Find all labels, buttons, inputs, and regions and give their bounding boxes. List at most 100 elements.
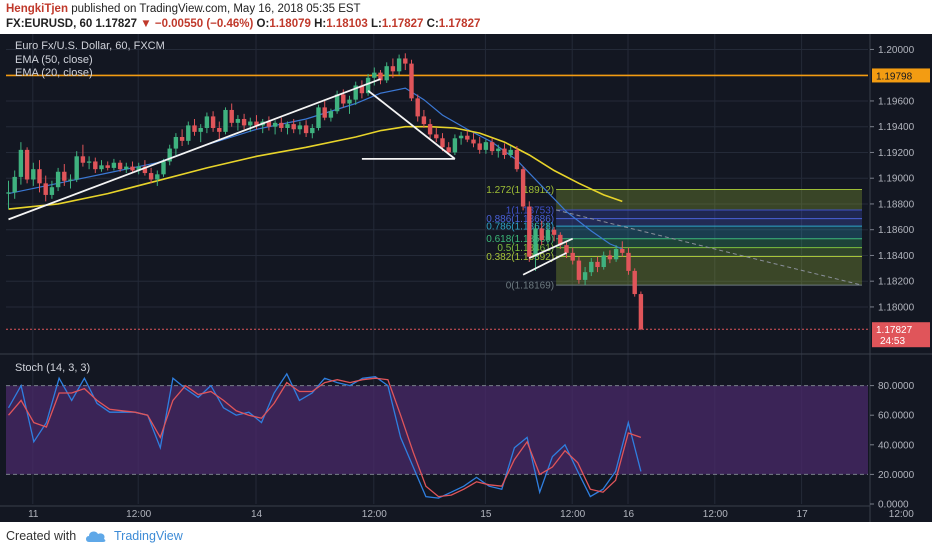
- publish-header: HengkiTjen published on TradingView.com,…: [0, 0, 932, 34]
- candle-body: [291, 124, 296, 130]
- candle-body: [365, 77, 371, 94]
- stoch-tick-label: 40.0000: [878, 440, 915, 451]
- candle-body: [99, 165, 104, 170]
- price-tick-label: 1.18400: [878, 251, 915, 262]
- trendline-neckline: [367, 89, 456, 160]
- last-price: 1.17827: [95, 18, 138, 30]
- fib-level-label: 0(1.18169): [506, 281, 554, 292]
- candle-body: [632, 270, 637, 295]
- chart-area[interactable]: 1.272(1.18912)1(1.18753)0.886(1.18686)0.…: [0, 34, 932, 522]
- candle-body: [124, 166, 129, 170]
- candle-body: [93, 161, 98, 170]
- high-label: H:: [314, 18, 327, 30]
- fib-zone: [556, 238, 862, 248]
- candle-body: [378, 72, 383, 81]
- candle-body: [24, 149, 30, 180]
- candle-body: [353, 85, 358, 100]
- candle-body: [576, 260, 582, 280]
- stoch-tick-label: 20.0000: [878, 470, 915, 481]
- stoch-label[interactable]: Stoch (14, 3, 3): [15, 362, 91, 374]
- fib-zone: [556, 247, 862, 257]
- stoch-k-line: [7, 372, 642, 499]
- fib-level-label: 0.618(1.18530): [486, 234, 554, 245]
- legend-ema50[interactable]: EMA (50, close): [15, 53, 93, 66]
- candle-body: [620, 249, 625, 253]
- candle-body: [607, 255, 613, 260]
- trendline-flag-upper: [528, 237, 574, 259]
- candle-body: [446, 147, 451, 153]
- trendline-uptrend: [8, 78, 381, 221]
- time-tick-label: 12:00: [362, 509, 387, 520]
- candle-body: [477, 143, 482, 150]
- price-change: −0.00550 (−0.46%): [154, 18, 254, 30]
- candle-body: [49, 187, 55, 195]
- candle-body: [80, 156, 86, 163]
- price-tick-label: 1.18200: [878, 277, 915, 288]
- candle-body: [303, 125, 309, 134]
- candle-body: [279, 122, 284, 128]
- open-value: 1.18079: [269, 18, 311, 30]
- candle-body: [533, 228, 538, 257]
- candle-body: [130, 166, 135, 171]
- candle-body: [117, 162, 123, 170]
- candle-body: [148, 173, 154, 180]
- candle-body: [248, 121, 253, 126]
- candle-body: [198, 127, 203, 132]
- candle-body: [55, 171, 61, 188]
- candle-body: [285, 124, 290, 128]
- candle-body: [440, 138, 445, 148]
- candle-body: [142, 166, 148, 174]
- candle-body: [384, 66, 389, 81]
- symbol-line: FX:EURUSD, 60 1.17827 ▼ −0.00550 (−0.46%…: [6, 17, 480, 32]
- candle-body: [483, 142, 489, 150]
- candle-body: [322, 107, 327, 118]
- candle-body: [310, 127, 315, 134]
- fib-zone: [556, 218, 862, 227]
- fib-zone: [556, 256, 862, 286]
- candle-body: [471, 139, 476, 144]
- candle-body: [86, 161, 92, 163]
- stoch-band: [6, 385, 868, 475]
- tradingview-brand[interactable]: TradingView: [114, 529, 183, 543]
- fib-level-label: 0.5(1.18461): [497, 243, 554, 254]
- candle-body: [186, 125, 191, 141]
- candle-body: [409, 63, 414, 99]
- candle-body: [37, 169, 42, 184]
- price-tick-label: 1.18800: [878, 199, 915, 210]
- candle-body: [254, 121, 259, 126]
- fib-zone: [556, 209, 862, 219]
- candle-body: [210, 116, 216, 128]
- candle-body: [68, 179, 73, 181]
- candle-body: [390, 66, 396, 72]
- legend-ema20[interactable]: EMA (20, close): [15, 67, 93, 79]
- candle-body: [223, 109, 228, 132]
- author-link[interactable]: HengkiTjen: [6, 3, 68, 15]
- candle-body: [229, 109, 234, 123]
- candle-body: [452, 138, 458, 153]
- candle-body: [161, 161, 166, 175]
- fib-level-label: 0.886(1.18686): [486, 214, 554, 225]
- price-tick-label: 1.18600: [878, 225, 915, 236]
- candle-body: [372, 72, 377, 78]
- chart-svg[interactable]: 1.272(1.18912)1(1.18753)0.886(1.18686)0.…: [0, 34, 932, 522]
- candle-body: [527, 206, 532, 257]
- price-tick-label: 1.18000: [878, 302, 915, 313]
- candle-body: [155, 174, 160, 180]
- candle-body: [235, 118, 241, 123]
- candle-body: [6, 192, 11, 194]
- candle-body: [514, 149, 520, 170]
- candle-body: [465, 135, 470, 140]
- candle-body: [297, 125, 303, 130]
- close-label: C:: [426, 18, 439, 30]
- created-with-text: Created with: [6, 529, 77, 543]
- candle-body: [74, 156, 79, 180]
- candle-body: [31, 169, 36, 180]
- candle-body: [62, 171, 67, 181]
- fibonacci-retracement: 1.272(1.18912)1(1.18753)0.886(1.18686)0.…: [486, 185, 863, 292]
- change-down-arrow-icon: ▼: [140, 18, 152, 30]
- price-axis-bg: [870, 34, 932, 522]
- candle-body: [43, 183, 48, 195]
- fib-level-label: 1.272(1.18912): [486, 185, 554, 196]
- legend-title: Euro Fx/U.S. Dollar, 60, FXCM: [15, 40, 165, 52]
